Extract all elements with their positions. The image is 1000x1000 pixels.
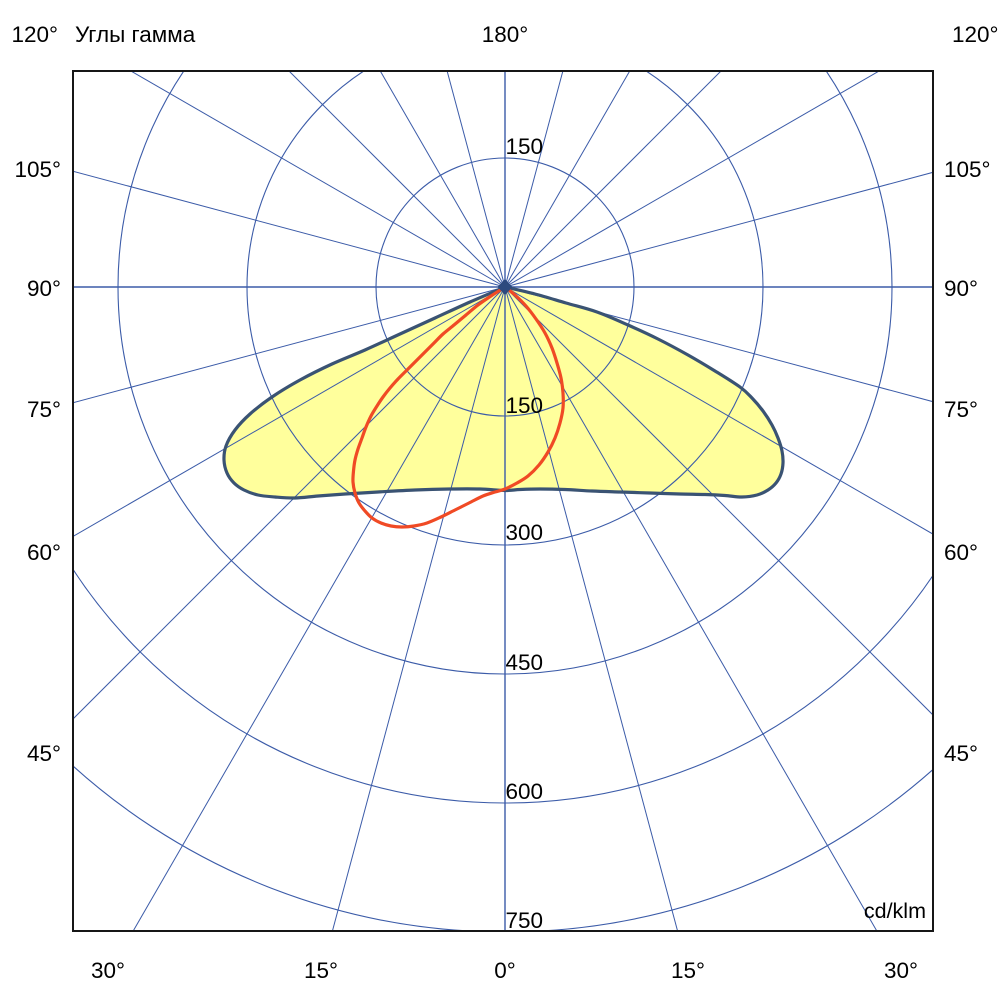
grid-ray-165 — [504, 71, 564, 288]
label-gamma-180-top: 180° — [482, 22, 529, 47]
grid-ray-315 — [73, 286, 506, 720]
grid-ray-120 — [504, 71, 881, 288]
label-gamma-120-top-right: 120° — [952, 22, 999, 47]
label-gamma-30-bottom-right: 30° — [884, 958, 918, 983]
label-scale-750: 750 — [506, 908, 544, 933]
labels: 120° Углы гамма 180° 120° 105° 90° 75° 60° 45° 10… — [11, 22, 998, 983]
grid-ray-285 — [73, 286, 506, 404]
label-scale-450: 450 — [506, 650, 544, 675]
grid-ray-240 — [129, 71, 506, 288]
label-gamma-0-bottom: 0° — [494, 958, 516, 983]
label-scale-600: 600 — [506, 779, 544, 804]
grid-ray-75 — [504, 286, 933, 403]
grid-ray-150 — [504, 71, 631, 288]
grid-ray-135 — [504, 71, 722, 288]
label-gamma-105-right: 105° — [944, 157, 991, 182]
label-gamma-15-bottom-left: 15° — [304, 958, 338, 983]
label-gamma-60-right: 60° — [944, 540, 978, 565]
grid-ray-30 — [504, 286, 878, 931]
grid-ray-210 — [379, 71, 506, 288]
plot-frame — [72, 70, 934, 932]
c0-c180-curve-fill — [223, 287, 784, 499]
grid-ray-300 — [73, 286, 506, 537]
label-scale-300: 300 — [506, 520, 544, 545]
c0-c180-curve-outline — [222, 285, 785, 500]
grid-ray-60 — [504, 286, 933, 535]
label-gamma-45-right: 45° — [944, 741, 978, 766]
grid-ray-45 — [504, 286, 933, 716]
c90-c270-curve — [351, 285, 565, 529]
label-scale-150: 150 — [506, 393, 544, 418]
label-gamma-75-right: 75° — [944, 397, 978, 422]
label-gamma-15-bottom-right: 15° — [671, 958, 705, 983]
label-gamma-60-left: 60° — [27, 540, 61, 565]
grid-ray-15 — [504, 286, 679, 931]
grid-ray-195 — [446, 71, 506, 288]
label-chart-title: Углы гамма — [75, 22, 196, 47]
label-gamma-105-left: 105° — [14, 157, 61, 182]
label-gamma-90-right: 90° — [944, 276, 978, 301]
label-unit-label: cd/klm — [864, 899, 926, 923]
grid-ray-330 — [132, 286, 506, 931]
center-marker — [497, 279, 513, 295]
grid-ray-255 — [73, 170, 506, 288]
grid-ray-345 — [331, 286, 506, 931]
label-gamma-45-left: 45° — [27, 741, 61, 766]
label-gamma-75-left: 75° — [27, 397, 61, 422]
label-scale-150-upper: 150 — [506, 134, 544, 159]
grid-ray-105 — [504, 171, 933, 288]
label-gamma-30-bottom-left: 30° — [91, 958, 125, 983]
label-gamma-120-top-left: 120° — [11, 22, 58, 47]
grid-ray-225 — [288, 71, 506, 288]
label-gamma-90-left: 90° — [27, 276, 61, 301]
